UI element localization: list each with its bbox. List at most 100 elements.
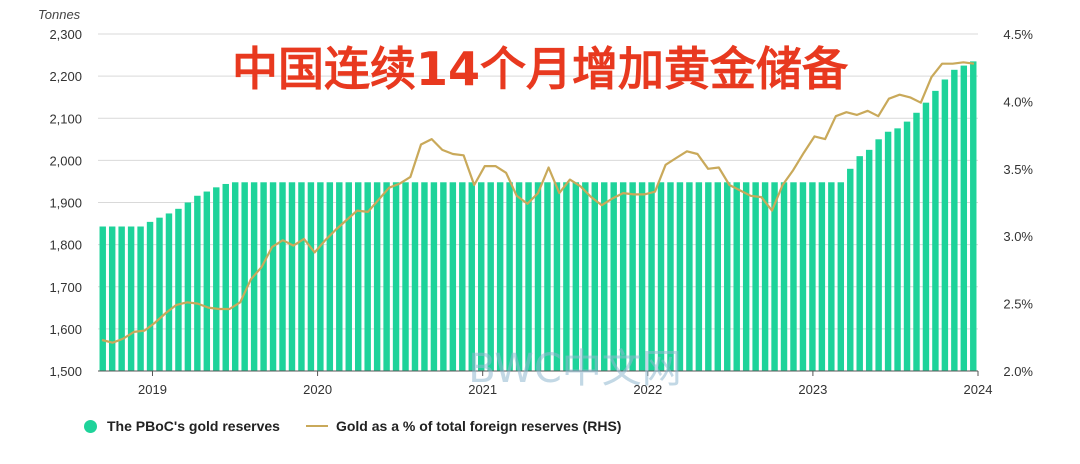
bar: [506, 182, 513, 371]
bar: [970, 61, 977, 371]
legend-label-gold-share: Gold as a % of total foreign reserves (R…: [335, 418, 622, 434]
bar: [553, 182, 561, 371]
bar: [799, 182, 807, 371]
bar: [695, 182, 703, 371]
bar: [960, 65, 968, 371]
bar: [922, 102, 930, 371]
bar: [629, 182, 636, 371]
bar: [525, 182, 532, 371]
bar: [99, 226, 106, 371]
chart-title: 中国连续14个月增加黄金储备: [232, 42, 849, 96]
bar: [733, 182, 740, 371]
x-tick-label: 2021: [468, 382, 497, 397]
y-tick-label-left: 1,700: [49, 280, 82, 295]
bar: [847, 168, 854, 371]
bar: [307, 182, 315, 371]
y-tick-label-right: 4.0%: [1003, 94, 1033, 109]
bar: [752, 182, 759, 371]
bar: [137, 226, 144, 371]
bar: [459, 182, 466, 371]
legend: The PBoC's gold reserves Gold as a % of …: [84, 418, 647, 434]
bar: [317, 182, 324, 371]
bar: [156, 217, 163, 371]
bar: [903, 121, 911, 372]
legend-swatch-line: [305, 425, 328, 427]
bar: [686, 182, 693, 371]
bar: [913, 112, 920, 372]
bar: [657, 182, 665, 371]
y-tick-label-left: 1,800: [49, 238, 82, 253]
y-tick-label-left: 2,200: [49, 69, 82, 84]
bar: [468, 182, 475, 371]
y-tick-label-left: 2,000: [49, 153, 82, 168]
bar: [563, 182, 570, 371]
bar: [742, 182, 750, 371]
bar: [269, 182, 277, 371]
y-tick-label-right: 4.5%: [1003, 27, 1033, 42]
bar: [828, 182, 835, 371]
bar: [364, 182, 371, 371]
bar: [222, 183, 229, 371]
y-tick-label-left: 1,900: [49, 196, 82, 211]
x-tick-label: 2020: [303, 382, 332, 397]
bar: [856, 156, 863, 371]
y-tick-label-left: 2,300: [49, 27, 82, 42]
bar: [619, 182, 627, 371]
bar: [345, 182, 352, 371]
bar: [865, 149, 873, 371]
bar: [298, 182, 305, 371]
bar: [676, 182, 684, 371]
bar: [582, 182, 589, 371]
bar: [496, 182, 504, 371]
y-tick-label-left: 2,100: [49, 111, 82, 126]
x-tick-label: 2023: [798, 382, 827, 397]
bar: [724, 182, 731, 371]
bar: [534, 182, 542, 371]
bar: [146, 221, 154, 371]
bar: [941, 79, 949, 372]
y-tick-label-right: 3.0%: [1003, 229, 1033, 244]
bar: [894, 128, 901, 371]
bar: [430, 182, 438, 371]
bar: [175, 208, 182, 371]
bar: [373, 182, 381, 371]
bar: [714, 182, 722, 371]
bar: [610, 182, 617, 371]
bar: [705, 182, 712, 371]
bar: [449, 182, 457, 371]
legend-item-gold-reserves: The PBoC's gold reserves: [84, 418, 280, 434]
bar: [336, 182, 343, 371]
legend-swatch-bar: [84, 419, 97, 433]
bar: [591, 182, 598, 371]
bar: [411, 182, 419, 371]
bar: [194, 195, 201, 371]
line-path: [101, 61, 975, 344]
bar: [326, 182, 334, 371]
bar: [515, 182, 523, 371]
bar: [572, 182, 580, 371]
y-tick-label-right: 2.5%: [1003, 297, 1033, 312]
bar: [402, 182, 409, 371]
legend-label-gold-reserves: The PBoC's gold reserves: [107, 418, 280, 434]
y-tick-label-right: 2.0%: [1003, 364, 1033, 379]
x-tick-label: 2022: [633, 382, 662, 397]
bar: [203, 191, 211, 371]
bar-series: [99, 61, 977, 372]
bar: [601, 182, 608, 371]
bar: [241, 182, 248, 371]
bar: [648, 182, 655, 371]
bar: [761, 182, 769, 371]
bar: [884, 131, 892, 371]
bar: [260, 182, 267, 371]
bar: [837, 182, 845, 371]
x-tick-label: 2024: [964, 382, 993, 397]
bar: [213, 187, 220, 371]
bar: [951, 69, 958, 372]
watermark: BWC中文网: [468, 346, 682, 392]
bar: [818, 182, 826, 371]
legend-item-gold-share: Gold as a % of total foreign reserves (R…: [305, 418, 622, 434]
bar: [780, 182, 788, 371]
bar: [487, 182, 494, 371]
bar: [544, 182, 551, 371]
